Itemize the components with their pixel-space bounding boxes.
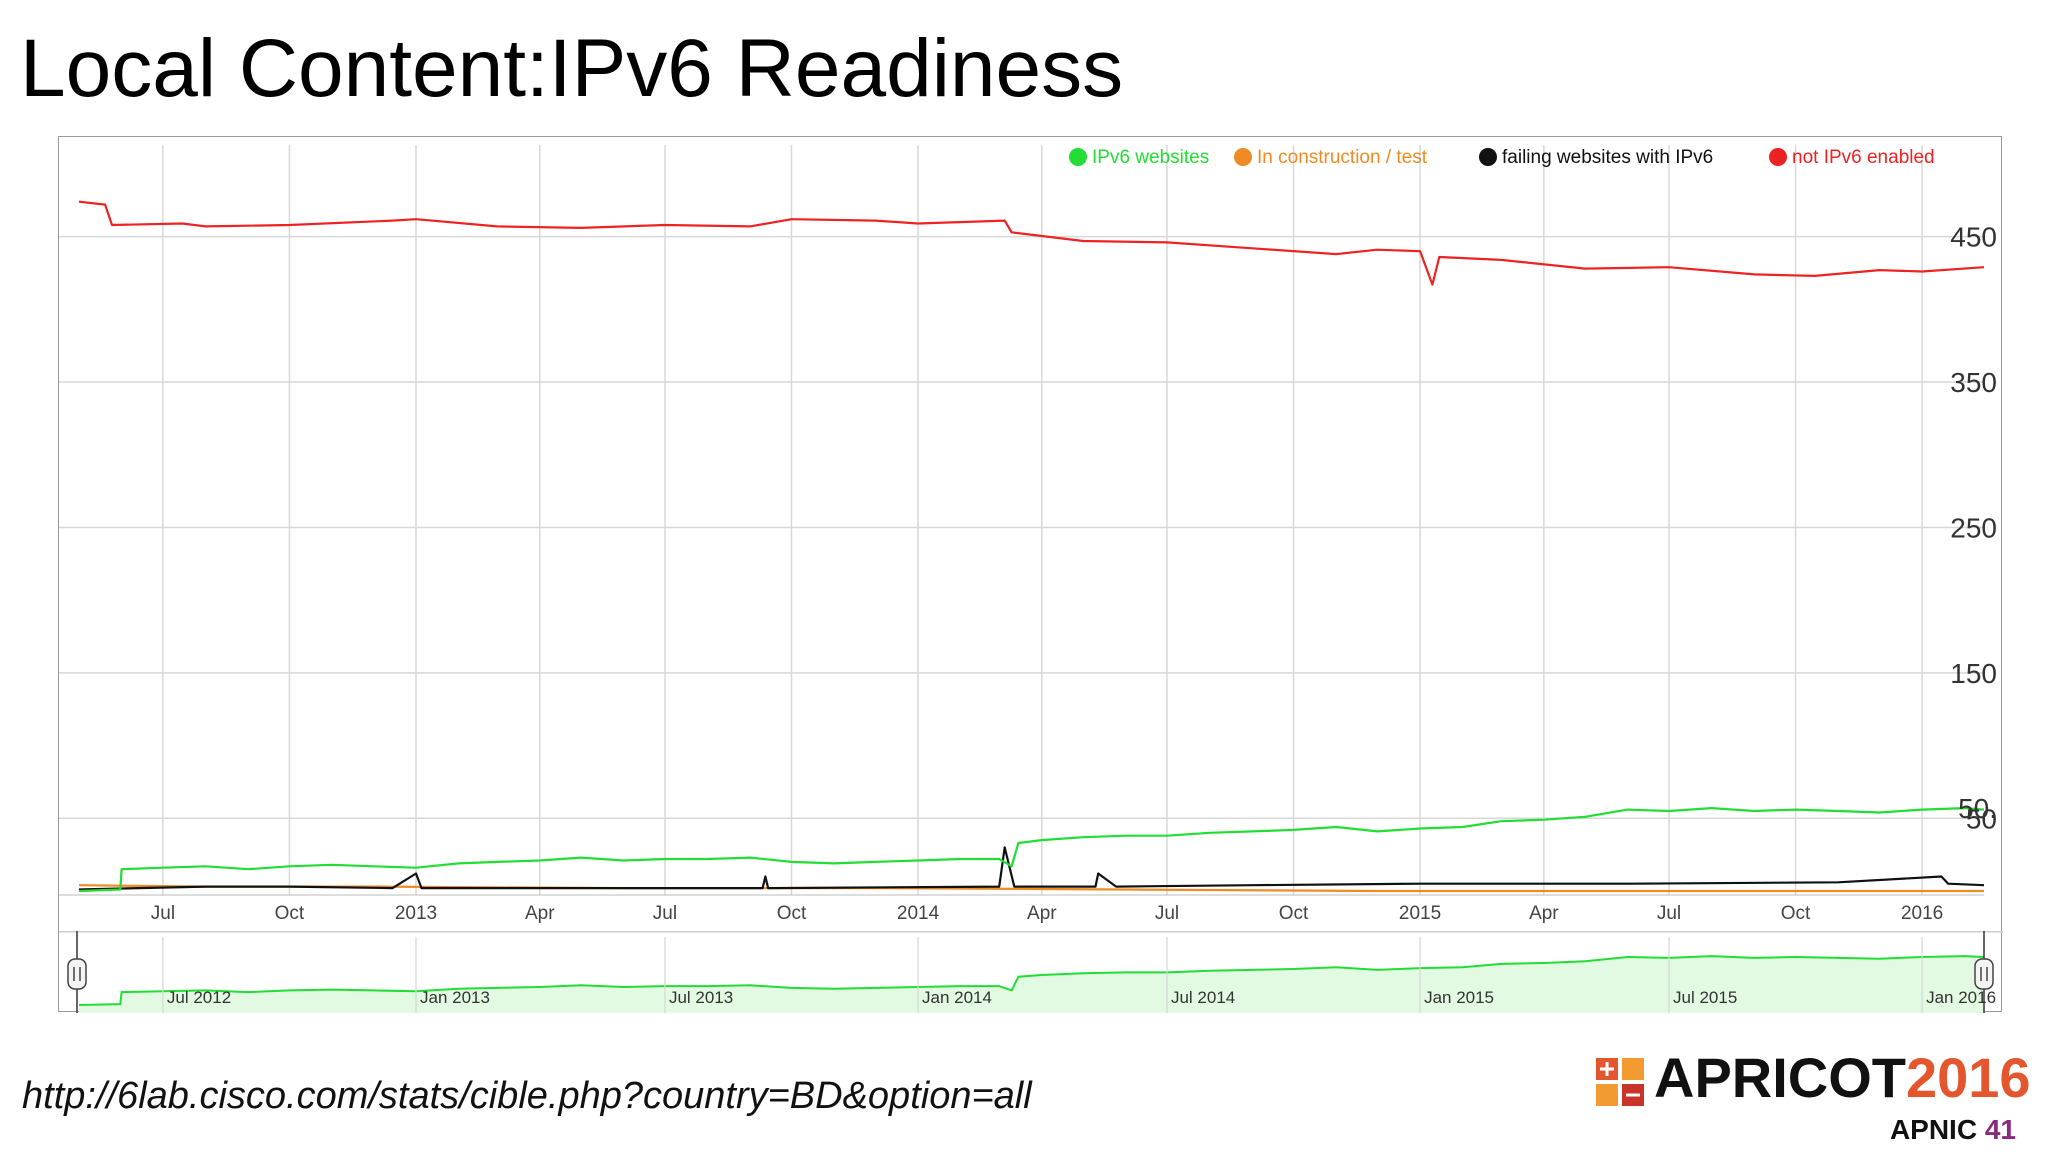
navigator-label: Jul 2012 (167, 988, 231, 1007)
legend-marker-icon (1069, 148, 1087, 166)
handle-grip-icon (1974, 958, 1994, 990)
range-navigator[interactable]: Jul 2012 Jan 2013 Jul 2013 Jan 2014 Jul 2014… (59, 931, 2003, 1013)
logo-year: 2016 (1906, 1046, 2031, 1109)
x-tick-label: Jul (1657, 903, 1681, 924)
navigator-label: Jan 2015 (1424, 988, 1494, 1007)
navigator-left-handle[interactable] (67, 931, 87, 1013)
legend-item-not_enabled[interactable]: not IPv6 enabled (1769, 147, 1935, 168)
navigator-label: Jul 2015 (1673, 988, 1737, 1007)
y-tick-label: 50 (1966, 803, 1997, 834)
legend-item-failing[interactable]: failing websites with IPv6 (1479, 147, 1713, 168)
navigator-label: Jan 2013 (420, 988, 490, 1007)
x-tick-label: 2015 (1399, 903, 1441, 924)
x-tick-label: Jul (653, 903, 677, 924)
legend-marker-icon (1479, 148, 1497, 166)
x-tick-label: 2013 (395, 903, 437, 924)
x-tick-label: 2014 (897, 903, 940, 924)
navigator-right-handle[interactable] (1974, 931, 1994, 1013)
apnic-name: APNIC (1889, 1114, 1978, 1145)
x-tick-label: Apr (1027, 903, 1057, 924)
y-tick-label: 150 (1950, 658, 1997, 689)
source-url[interactable]: http://6lab.cisco.com/stats/cible.php?co… (22, 1075, 1032, 1117)
series-end-label: 50. (1958, 793, 1997, 824)
series-line-failing (78, 846, 1985, 891)
legend-label: failing websites with IPv6 (1502, 147, 1713, 168)
legend-label: In construction / test (1257, 147, 1428, 168)
series-layer (78, 200, 1985, 893)
y-tick-label: 450 (1950, 222, 1997, 253)
slide-title: Local Content:IPv6 Readiness (20, 23, 1124, 114)
series-line-ipv6 (78, 807, 1985, 893)
x-tick-label: Oct (1279, 903, 1309, 924)
x-tick-label: Jul (1155, 903, 1179, 924)
navigator-label: Jul 2014 (1171, 988, 1235, 1007)
legend[interactable]: IPv6 websites In construction / test faili… (1069, 147, 1935, 168)
legend-label: not IPv6 enabled (1792, 147, 1935, 168)
navigator-label: Jul 2013 (669, 988, 733, 1007)
logo-wordmark: APRICOT2016 (1654, 1050, 2031, 1106)
logo-name: APRICOT (1654, 1046, 1906, 1109)
apricot-logo-icon (1596, 1058, 1644, 1106)
x-tick-label: Apr (1529, 903, 1559, 924)
series-line-not_enabled (78, 200, 1985, 286)
apricot-logo: APRICOT2016 APNIC 41 (1596, 1050, 2031, 1146)
x-tick-label: Oct (1781, 903, 1811, 924)
navigator-series-line (78, 955, 1985, 1006)
x-tick-label: Apr (525, 903, 555, 924)
chart-frame: 50 150 250 350 450 Jul Oct 2013 Apr Jul Oct 2014 Apr… (58, 136, 2003, 1013)
navigator-top-border (59, 931, 2003, 933)
y-tick-label: 350 (1950, 367, 1997, 398)
ipv6-readiness-chart: 50 150 250 350 450 Jul Oct 2013 Apr Jul Oct 2014 Apr… (59, 145, 2003, 1013)
legend-item-construction[interactable]: In construction / test (1234, 147, 1428, 168)
x-tick-label: Jul (151, 903, 175, 924)
x-tick-label: 2016 (1901, 903, 1943, 924)
axis-layer: 50 150 250 350 450 Jul Oct 2013 Apr Jul Oct 2014 Apr… (151, 222, 1997, 924)
handle-grip-icon (67, 958, 87, 990)
apnic-number: 41 (1984, 1114, 2016, 1145)
legend-item-ipv6[interactable]: IPv6 websites (1069, 147, 1209, 168)
legend-marker-icon (1769, 148, 1787, 166)
y-tick-label: 250 (1950, 512, 1997, 543)
legend-label: IPv6 websites (1092, 147, 1209, 168)
x-tick-label: Oct (777, 903, 807, 924)
apnic-mark: APNIC 41 (1890, 1114, 2016, 1146)
navigator-area (79, 956, 1984, 1013)
navigator-label: Jan 2016 (1926, 988, 1996, 1007)
grid-layer (59, 145, 1984, 896)
x-tick-label: Oct (275, 903, 305, 924)
legend-marker-icon (1234, 148, 1252, 166)
navigator-label: Jan 2014 (922, 988, 992, 1007)
